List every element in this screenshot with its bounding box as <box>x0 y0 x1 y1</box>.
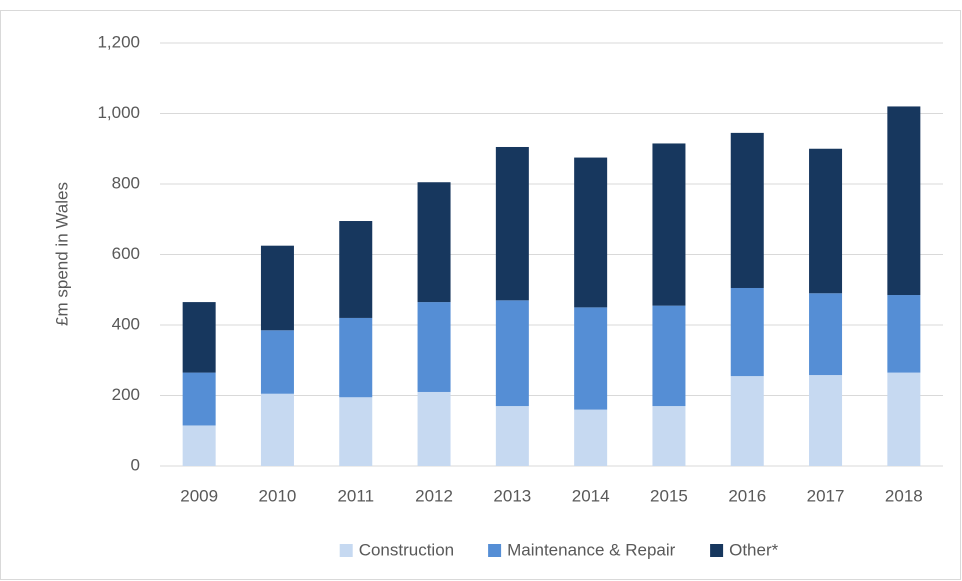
bar-segment <box>730 287 764 377</box>
x-tick-label: 2018 <box>885 486 923 505</box>
bar-segment <box>887 295 921 373</box>
bar-segment <box>260 393 294 466</box>
bar-segment <box>417 302 451 392</box>
bar-segment <box>339 317 373 398</box>
bar-segment <box>574 409 608 466</box>
y-tick-label: 1,200 <box>97 32 140 51</box>
y-tick-label: 800 <box>112 173 140 192</box>
bar-segment <box>887 372 921 466</box>
bar-segment <box>652 406 686 466</box>
x-tick-label: 2017 <box>807 486 845 505</box>
bar-segment <box>574 157 608 308</box>
bar-segment <box>809 375 843 466</box>
bar-segment <box>495 300 529 407</box>
bar-segment <box>182 302 216 373</box>
bar-segment <box>730 376 764 466</box>
y-tick-label: 200 <box>112 385 140 404</box>
legend-swatch <box>710 544 724 557</box>
bar-segment <box>182 372 216 426</box>
bar-segment <box>652 143 686 306</box>
bar-segment <box>652 305 686 407</box>
y-tick-label: 600 <box>112 244 140 263</box>
bar-segment <box>339 397 373 466</box>
bar-segment <box>809 293 843 376</box>
bar-segment <box>809 148 843 294</box>
legend-label: Maintenance & Repair <box>507 540 676 559</box>
legend-swatch <box>339 544 353 557</box>
bar-segment <box>417 391 451 466</box>
bar-segment <box>339 221 373 318</box>
bar-segment <box>260 245 294 331</box>
y-axis-label: £m spend in Wales <box>52 182 71 326</box>
legend-swatch <box>488 544 502 557</box>
legend-label: Other* <box>729 540 779 559</box>
y-tick-label: 0 <box>131 455 140 474</box>
bar-segment <box>495 146 529 301</box>
y-tick-label: 1,000 <box>97 103 140 122</box>
legend-label: Construction <box>359 540 454 559</box>
bar-segment <box>495 406 529 466</box>
bar-segment <box>887 106 921 296</box>
x-tick-label: 2012 <box>415 486 453 505</box>
bar-segment <box>417 182 451 303</box>
chart-frame <box>0 10 961 580</box>
y-tick-label: 400 <box>112 314 140 333</box>
bar-segment <box>730 132 764 288</box>
bar-segment <box>574 307 608 410</box>
bar-segment <box>260 330 294 394</box>
x-tick-label: 2009 <box>180 486 218 505</box>
x-tick-label: 2014 <box>572 486 610 505</box>
x-tick-label: 2015 <box>650 486 688 505</box>
x-tick-label: 2011 <box>337 486 374 505</box>
x-tick-label: 2010 <box>259 486 297 505</box>
x-tick-label: 2013 <box>493 486 531 505</box>
bar-segment <box>182 425 216 466</box>
x-tick-label: 2016 <box>728 486 766 505</box>
